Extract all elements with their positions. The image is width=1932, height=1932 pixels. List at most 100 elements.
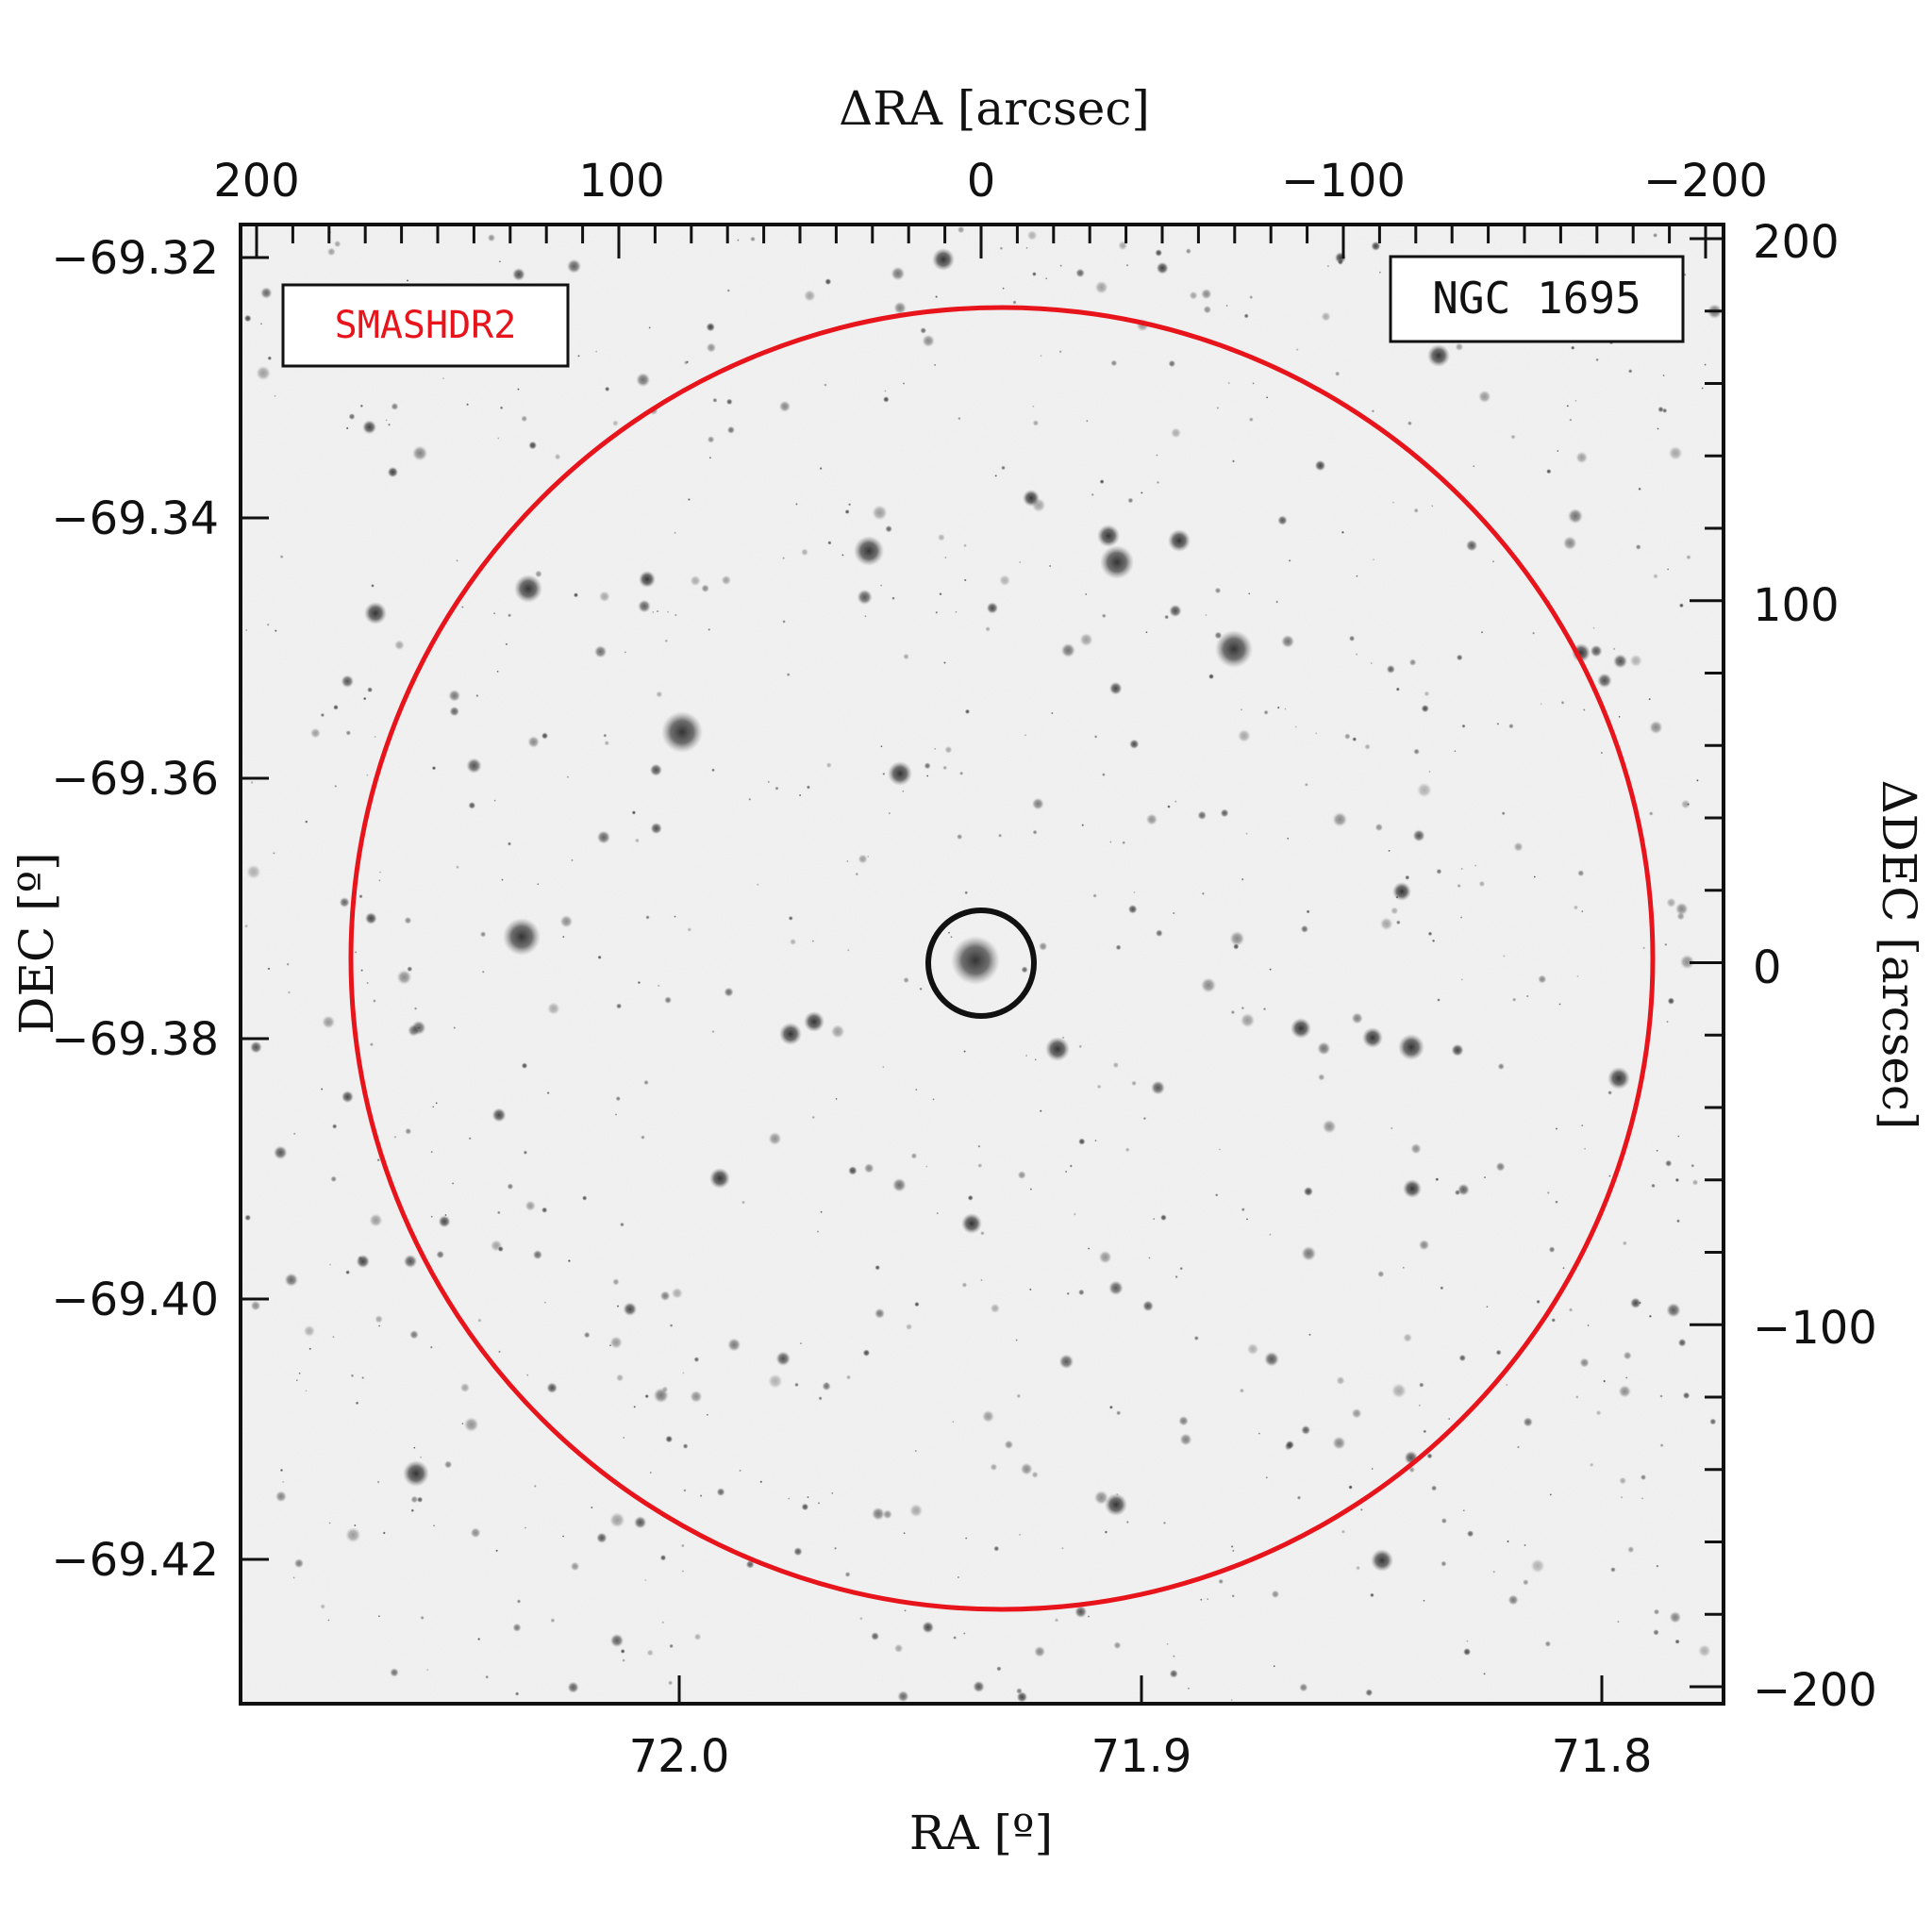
faint-star [1018, 1533, 1022, 1537]
faint-star [914, 1301, 920, 1307]
faint-star [260, 287, 273, 299]
bright-star [1045, 1037, 1070, 1061]
faint-star [507, 1183, 514, 1191]
faint-star [1391, 501, 1395, 504]
faint-star [859, 1616, 863, 1621]
faint-star [1412, 829, 1425, 842]
faint-star [687, 927, 692, 932]
faint-star [1127, 904, 1138, 914]
faint-star [1679, 954, 1695, 970]
faint-star [1648, 811, 1654, 816]
faint-star [674, 531, 676, 535]
faint-star [1525, 994, 1529, 998]
bright-star [1403, 1179, 1422, 1198]
faint-star [661, 1621, 665, 1624]
faint-star [388, 423, 391, 426]
faint-star [1567, 508, 1583, 525]
faint-star [920, 327, 927, 334]
faint-star [1649, 720, 1663, 735]
faint-star [936, 1211, 940, 1215]
left-tick-label: −69.40 [51, 1274, 219, 1326]
faint-star [933, 363, 937, 367]
faint-star [1696, 779, 1699, 782]
faint-star [1371, 409, 1375, 413]
faint-star [778, 400, 791, 412]
faint-star [1579, 1357, 1590, 1368]
faint-star [1620, 1495, 1624, 1499]
faint-star [903, 653, 909, 660]
faint-star [477, 1318, 482, 1323]
bright-star [804, 1011, 824, 1032]
faint-star [431, 766, 437, 771]
bright-star [1371, 1549, 1393, 1572]
faint-star [1478, 390, 1491, 404]
faint-star [1407, 421, 1412, 426]
faint-star [1232, 459, 1235, 463]
faint-star [963, 1050, 966, 1053]
faint-star [1016, 1393, 1022, 1399]
faint-star [481, 970, 485, 974]
bottom-axis: 72.0 71.9 71.8 RA [º] [629, 1730, 1653, 1860]
faint-star [1635, 543, 1641, 550]
faint-star [466, 758, 482, 774]
faint-star [724, 987, 734, 997]
faint-star [426, 1668, 429, 1672]
faint-star [1536, 1299, 1541, 1305]
faint-star [1408, 658, 1417, 666]
faint-star [891, 596, 895, 600]
left-tick-label: −69.36 [51, 753, 219, 806]
faint-star [806, 785, 811, 790]
faint-star [1032, 272, 1037, 276]
faint-star [1656, 1149, 1658, 1153]
faint-star [418, 1026, 421, 1029]
faint-star [1201, 891, 1205, 895]
faint-star [819, 467, 823, 471]
faint-star [1016, 1691, 1028, 1703]
faint-star [1431, 1485, 1438, 1491]
faint-star [1133, 891, 1136, 894]
faint-star [1099, 479, 1105, 485]
faint-star [1058, 350, 1062, 354]
faint-star [493, 799, 496, 802]
faint-star [1208, 674, 1214, 680]
faint-star [358, 894, 363, 899]
faint-star [614, 1113, 618, 1116]
faint-star [541, 732, 549, 740]
faint-star [637, 980, 641, 985]
faint-star [649, 1471, 652, 1474]
faint-star [1391, 1383, 1407, 1399]
faint-star [1029, 1288, 1032, 1291]
faint-star [279, 555, 284, 559]
faint-star [275, 1491, 287, 1503]
faint-star [525, 1374, 529, 1376]
faint-star [1197, 810, 1207, 821]
faint-star [1227, 381, 1230, 385]
top-tick-label: 0 [967, 155, 996, 208]
faint-star [512, 1623, 522, 1632]
faint-star [546, 1382, 558, 1393]
faint-star [1666, 1303, 1681, 1318]
faint-star [683, 360, 689, 365]
faint-star [1701, 387, 1704, 390]
faint-star [1248, 592, 1251, 595]
faint-star [1617, 1620, 1620, 1624]
faint-star [374, 735, 376, 739]
faint-star [559, 915, 574, 928]
faint-star [830, 1024, 845, 1039]
faint-star [1018, 560, 1022, 564]
faint-star [1507, 1594, 1519, 1606]
faint-star [1332, 1436, 1346, 1450]
faint-star [567, 1259, 572, 1263]
faint-star [1506, 1383, 1508, 1387]
faint-star [249, 1041, 262, 1054]
faint-star [963, 578, 967, 582]
faint-star [1418, 1240, 1430, 1251]
faint-star [1677, 1135, 1680, 1138]
faint-star [1185, 248, 1191, 255]
faint-star [456, 559, 458, 562]
faint-star [1116, 1410, 1122, 1416]
faint-star [1125, 1521, 1129, 1524]
faint-star [801, 548, 808, 557]
faint-star [1113, 1641, 1122, 1650]
faint-star [492, 612, 496, 615]
